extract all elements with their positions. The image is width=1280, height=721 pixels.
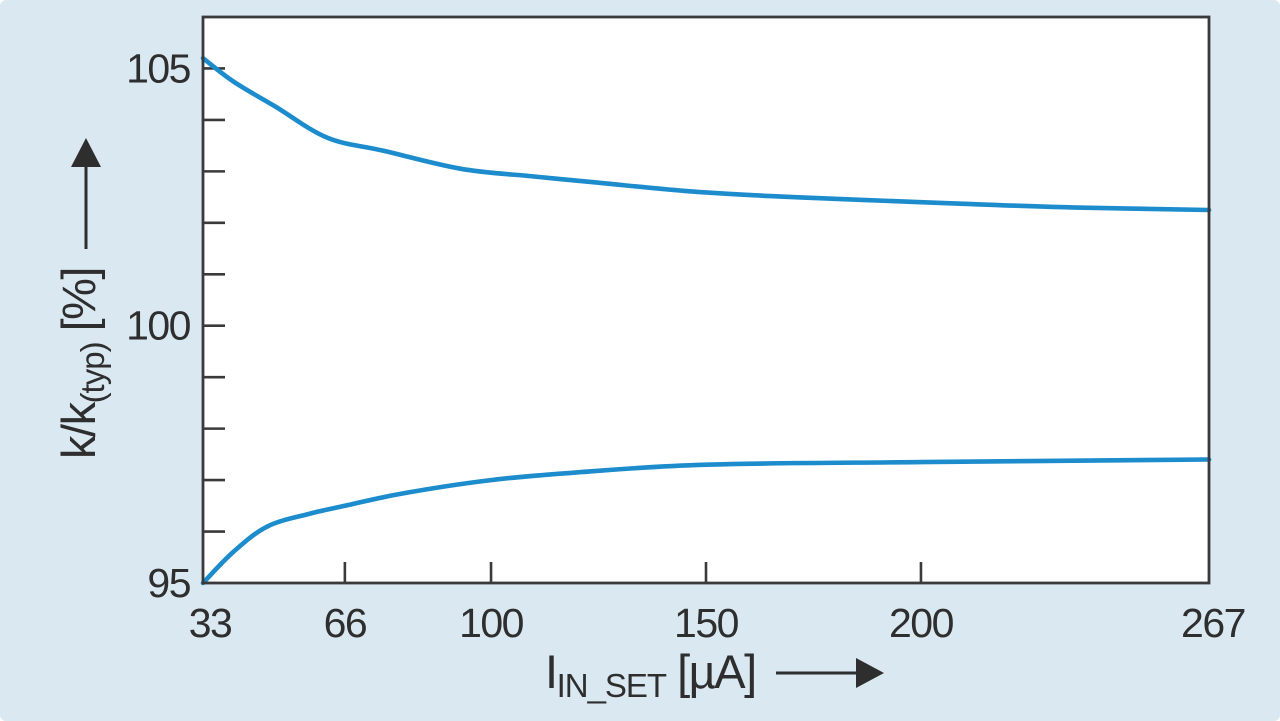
x-tick-label: 33 [189, 600, 232, 646]
x-tick-label: 200 [889, 600, 954, 646]
curve-lower-limit [200, 457, 1212, 586]
x-axis-label: IIN_SET [µA] [545, 638, 886, 704]
x-tick-label: 66 [324, 600, 367, 646]
x-axis-label-unit: [µA] [677, 644, 757, 698]
x-axis-label-main: I [545, 644, 558, 698]
arrow-right-icon [775, 658, 884, 688]
y-tick-label: 100 [126, 303, 191, 349]
plot-area-background [203, 17, 1209, 583]
y-tick-label: 95 [147, 560, 190, 606]
x-tick-label: 150 [674, 600, 739, 646]
x-axis-label-text: IIN_SET [µA] [545, 644, 757, 704]
y-tick-label: 105 [126, 45, 191, 91]
curve-upper-limit [200, 55, 1212, 213]
x-tick-label: 100 [459, 600, 524, 646]
arrow-up-icon [71, 138, 101, 249]
plot-border [201, 15, 1211, 585]
x-axis-label-subscript: IN_SET [556, 666, 668, 704]
x-tick-label: 267 [1181, 600, 1245, 646]
